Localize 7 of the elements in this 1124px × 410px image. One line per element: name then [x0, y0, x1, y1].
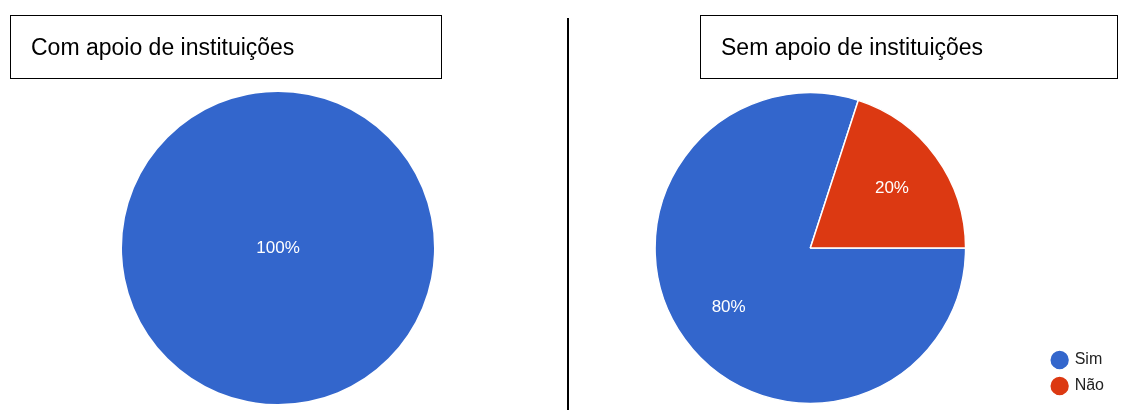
data-label: 100%: [256, 237, 300, 257]
data-label: 20%: [874, 178, 909, 198]
data-label: 80%: [711, 297, 746, 316]
chart-title: Sem apoio de instituições: [700, 15, 1118, 79]
legend-label: Não: [1074, 376, 1105, 394]
chart-title: Com apoio de instituições: [10, 15, 442, 79]
legend-label: Sim: [1074, 350, 1103, 368]
